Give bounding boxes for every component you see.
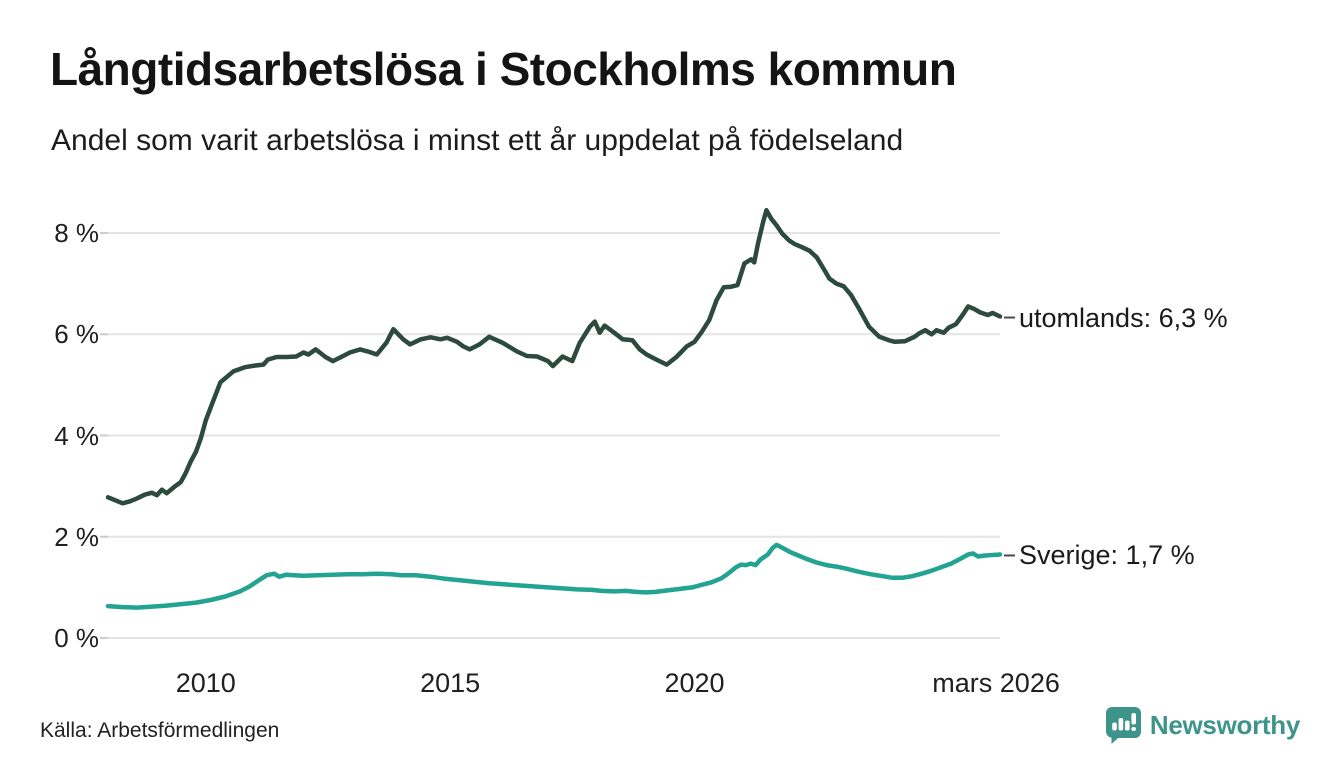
x-axis-label: 2020 (664, 668, 725, 698)
x-axis-label: mars 2026 (932, 668, 1060, 698)
page-title: Långtidsarbetslösa i Stockholms kommun (50, 43, 957, 95)
series-line-utomlands (105, 207, 1003, 506)
page-subtitle: Andel som varit arbetslösa i minst ett å… (51, 124, 904, 157)
y-axis-label: 8 % (54, 218, 99, 248)
y-axis-label: 6 % (54, 319, 99, 350)
x-axis-label: 2015 (420, 668, 481, 698)
source-caption: Källa: Arbetsförmedlingen (40, 719, 280, 742)
series-label-sverige: Sverige: 1,7 % (1019, 540, 1195, 571)
newsworthy-bubble-chart-icon (1105, 707, 1141, 744)
y-axis-label: 0 % (54, 623, 99, 653)
newsworthy-logo: Newsworthy (1104, 706, 1300, 744)
y-axis-label: 4 % (54, 420, 99, 451)
series-label-utomlands: utomlands: 6,3 % (1019, 302, 1228, 333)
y-axis-label: 2 % (54, 521, 99, 552)
newsworthy-wordmark: Newsworthy (1149, 709, 1300, 740)
x-axis-label: 2010 (175, 668, 236, 698)
series-line-sverige (105, 542, 1003, 610)
